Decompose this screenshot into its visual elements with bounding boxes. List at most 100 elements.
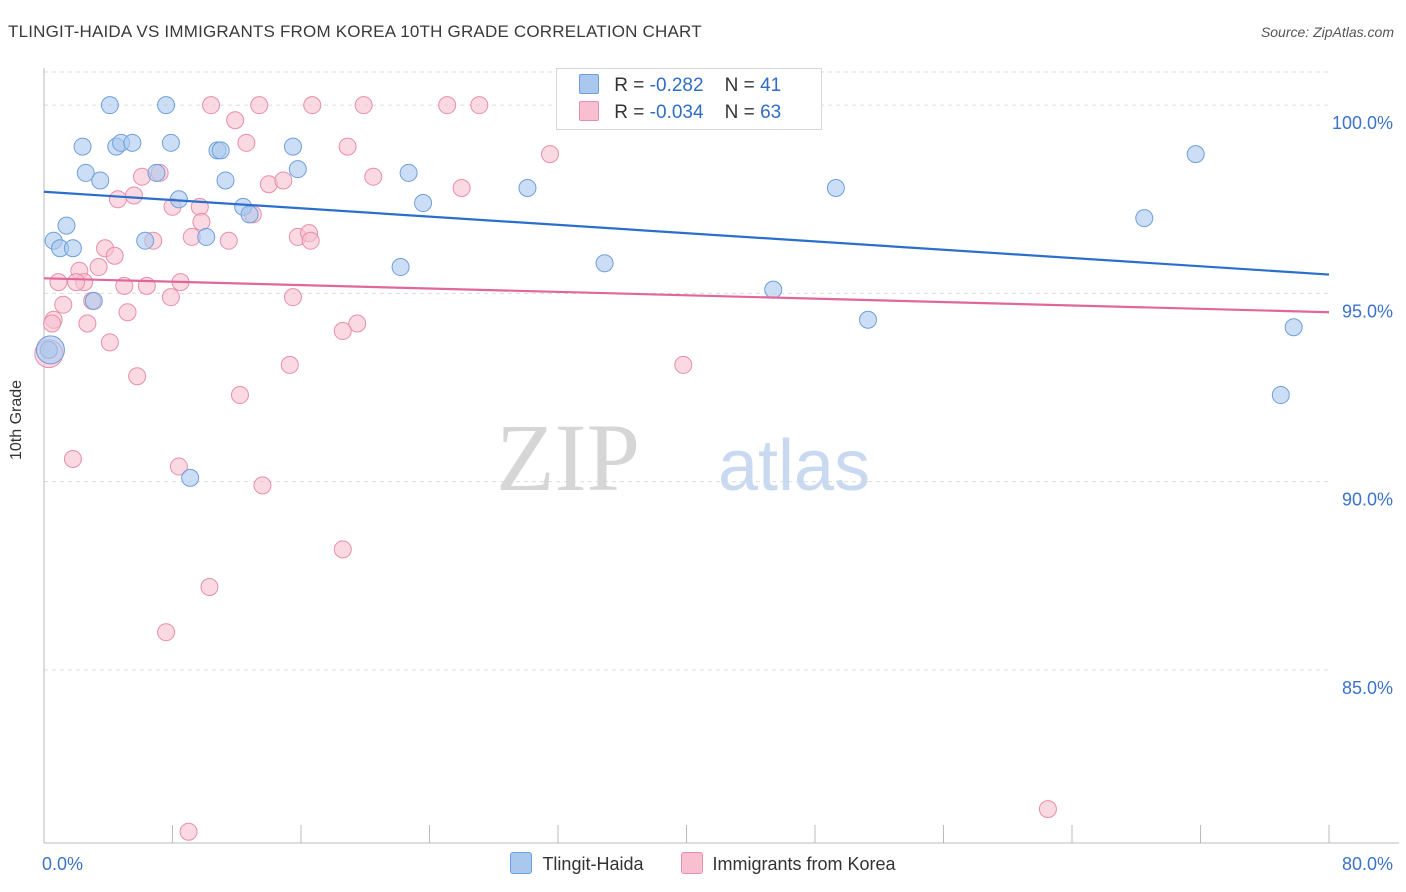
data-point [301, 231, 320, 250]
data-point [348, 314, 367, 333]
data-point [764, 280, 783, 299]
data-point [57, 216, 76, 235]
data-point [237, 133, 256, 152]
y-tick-label: 85.0% [1342, 678, 1393, 698]
data-point [157, 96, 176, 115]
data-point [124, 186, 143, 205]
data-point [240, 205, 259, 224]
data-point [859, 310, 878, 329]
data-point [108, 190, 127, 209]
data-point [54, 295, 73, 314]
data-point [169, 457, 188, 476]
data-point [250, 96, 269, 115]
legend-item-korea[interactable]: Immigrants from Korea [680, 852, 896, 875]
data-point [333, 540, 352, 559]
legend-n-value: 63 [760, 102, 782, 123]
data-point [128, 367, 147, 386]
x-tick-label: 0.0% [42, 854, 83, 874]
data-point [219, 231, 238, 250]
data-point [595, 254, 614, 273]
data-point [1186, 145, 1205, 164]
data-point [147, 163, 166, 182]
legend-r-label: R = [614, 75, 645, 96]
data-point [157, 623, 176, 642]
chart-title: TLINGIT-HAIDA VS IMMIGRANTS FROM KOREA 1… [8, 22, 702, 41]
data-point [391, 258, 410, 277]
data-point [181, 468, 200, 487]
data-point [179, 822, 198, 841]
stats-legend: R = -0.282 N = 41 R = -0.034 N = 63 [556, 68, 822, 130]
data-point [161, 288, 180, 307]
legend-label: Tlingit-Haida [542, 854, 644, 874]
data-point [283, 137, 302, 156]
legend-r-value: -0.282 [649, 75, 704, 96]
data-point [288, 160, 307, 179]
data-point [161, 133, 180, 152]
data-point [43, 314, 62, 333]
x-tick-label: 80.0% [1342, 854, 1393, 874]
legend-row-tlingit: R = -0.282 N = 41 [579, 74, 781, 98]
data-point [364, 167, 383, 186]
data-point [84, 291, 103, 310]
legend-row-korea: R = -0.034 N = 63 [579, 101, 781, 125]
data-point [399, 163, 418, 182]
data-point [200, 578, 219, 597]
data-point [67, 273, 86, 292]
data-point [354, 96, 373, 115]
data-point [452, 178, 471, 197]
legend-n-label: N = [724, 102, 755, 123]
data-point [91, 171, 110, 190]
data-point [100, 96, 119, 115]
data-point [192, 212, 211, 231]
data-point [280, 355, 299, 374]
source-label: Source: ZipAtlas.com [1260, 24, 1394, 40]
y-tick-label: 95.0% [1342, 301, 1393, 321]
data-point [1271, 386, 1290, 405]
data-point [826, 178, 845, 197]
data-point [303, 96, 322, 115]
data-point [1135, 209, 1154, 228]
series-legend: Tlingit-Haida Immigrants from Korea [0, 852, 1406, 875]
legend-swatch-pink [579, 101, 599, 121]
data-point [283, 288, 302, 307]
legend-swatch-pink [680, 852, 703, 874]
data-point [1038, 800, 1057, 819]
watermark-zip: ZIP [496, 404, 640, 511]
data-point [211, 141, 230, 160]
legend-label: Immigrants from Korea [712, 854, 896, 874]
data-point [438, 96, 457, 115]
data-point [63, 239, 82, 258]
y-tick-label: 90.0% [1342, 490, 1393, 510]
legend-item-tlingit[interactable]: Tlingit-Haida [510, 852, 643, 875]
data-point [78, 314, 97, 333]
data-point [253, 476, 272, 495]
y-tick-labels: 100.0% 95.0% 90.0% 85.0% [1332, 113, 1393, 698]
data-point [197, 227, 216, 246]
trend-line-korea [43, 277, 1330, 314]
data-point [202, 96, 221, 115]
legend-swatch-blue [579, 74, 599, 94]
data-point [63, 450, 82, 469]
axes [43, 68, 1399, 844]
data-point [118, 303, 137, 322]
data-point [100, 333, 119, 352]
data-point [136, 231, 155, 250]
data-point [76, 163, 95, 182]
data-point [274, 171, 293, 190]
legend-n-value: 41 [760, 75, 782, 96]
legend-r-label: R = [614, 102, 645, 123]
data-point [414, 194, 433, 213]
y-tick-label: 100.0% [1332, 113, 1393, 133]
trend-line-tlingit [43, 190, 1330, 276]
data-point [518, 178, 537, 197]
data-point [105, 246, 124, 265]
data-point [123, 133, 142, 152]
data-point [230, 386, 249, 405]
data-point [73, 137, 92, 156]
data-point [470, 96, 489, 115]
data-point [540, 145, 559, 164]
data-point [89, 258, 108, 277]
legend-swatch-blue [510, 852, 533, 874]
data-point [333, 322, 352, 341]
